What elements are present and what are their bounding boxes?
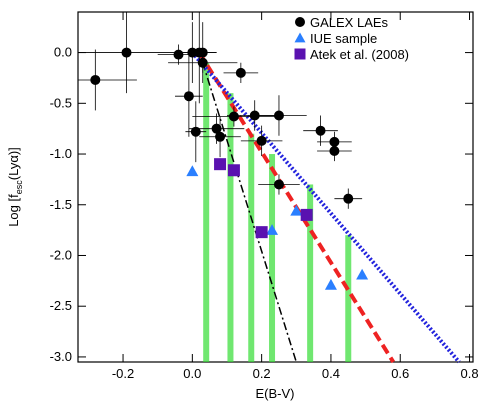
marker [215, 131, 226, 142]
legend-label: Atek et al. (2008) [310, 47, 409, 62]
x-tick-label: -0.2 [112, 366, 134, 381]
marker [90, 74, 101, 85]
marker [324, 278, 337, 290]
marker [356, 268, 369, 280]
simulation-strip [269, 154, 276, 362]
y-label-tail: (Lyα)] [6, 147, 21, 180]
x-axis-label: E(B-V) [256, 386, 295, 401]
legend-label: IUE sample [310, 31, 377, 46]
marker [187, 47, 198, 58]
y-tick-label: -3.0 [50, 349, 72, 364]
y-label-sub: esc [14, 180, 24, 195]
legend-marker [295, 17, 305, 27]
marker [183, 91, 194, 102]
legend-label: GALEX LAEs [310, 15, 389, 30]
y-tick-label: -0.5 [50, 95, 72, 110]
marker [197, 57, 208, 68]
y-tick-label: -2.0 [50, 247, 72, 262]
marker [256, 135, 267, 146]
y-tick-label: 0.0 [54, 45, 72, 60]
marker [273, 110, 284, 121]
y-tick-label: -1.0 [50, 146, 72, 161]
marker [255, 226, 268, 239]
x-tick-label: 0.0 [183, 366, 201, 381]
y-tick-label: -2.5 [50, 298, 72, 313]
marker [315, 125, 326, 136]
simulation-strip [307, 184, 314, 362]
y-tick-label: -1.5 [50, 197, 72, 212]
marker [186, 165, 199, 177]
simulation-strip [248, 133, 255, 362]
marker [235, 67, 246, 78]
marker [228, 111, 239, 122]
x-tick-label: 0.4 [322, 366, 340, 381]
marker [300, 208, 313, 221]
model-line [202, 62, 298, 363]
marker [249, 110, 260, 121]
legend-marker [294, 48, 306, 60]
y-label-main: Log [f [6, 194, 21, 227]
simulation-strip [227, 93, 234, 362]
marker [190, 126, 201, 137]
marker [227, 164, 240, 177]
marker [266, 224, 279, 235]
simulation-strip [345, 235, 352, 362]
marker [197, 47, 208, 58]
y-axis-label: Log [fesc(Lyα)] [6, 147, 24, 227]
marker [343, 193, 354, 204]
model-line [190, 51, 461, 364]
marker [211, 123, 222, 134]
x-tick-label: 0.2 [253, 366, 271, 381]
marker [273, 179, 284, 190]
marker [290, 204, 303, 216]
marker [214, 158, 227, 171]
marker [121, 47, 132, 58]
simulation-strip [203, 62, 210, 362]
x-tick-label: 0.6 [391, 366, 409, 381]
marker [329, 136, 340, 147]
plot-frame [77, 11, 474, 363]
x-tick-label: 0.8 [460, 366, 478, 381]
marker [329, 145, 340, 156]
marker [173, 49, 184, 60]
legend-marker [294, 32, 306, 43]
